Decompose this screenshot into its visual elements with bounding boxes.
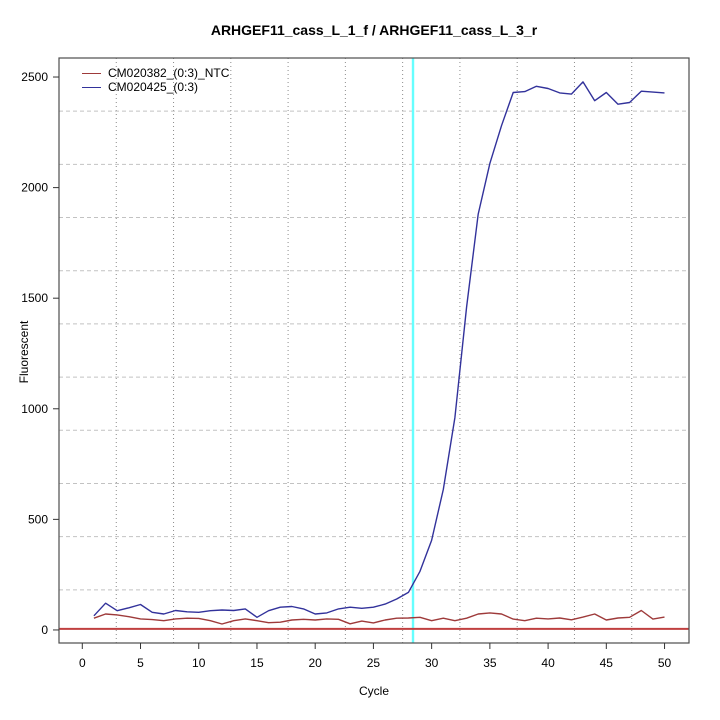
legend-line-swatch-ntc bbox=[82, 72, 101, 74]
y-tick-label: 2000 bbox=[21, 181, 48, 195]
x-tick-label: 20 bbox=[309, 656, 323, 670]
y-tick-label: 0 bbox=[41, 623, 48, 637]
x-tick-label: 25 bbox=[367, 656, 381, 670]
x-tick-label: 0 bbox=[79, 656, 86, 670]
plot-box bbox=[58, 57, 690, 644]
x-tick-label: 50 bbox=[658, 656, 672, 670]
x-tick-label: 5 bbox=[137, 656, 144, 670]
legend-label-sample: CM020425_(0:3) bbox=[108, 80, 199, 94]
y-tick-label: 500 bbox=[28, 512, 48, 526]
y-axis-label: Fluorescent bbox=[17, 320, 31, 384]
y-tick-label: 2500 bbox=[21, 70, 48, 84]
x-tick-label: 40 bbox=[541, 656, 555, 670]
x-tick-label: 30 bbox=[425, 656, 439, 670]
legend-item-sample: CM020425_(0:3) bbox=[82, 80, 229, 94]
legend-label-ntc: CM020382_(0:3)_NTC bbox=[108, 66, 230, 80]
x-tick-label: 35 bbox=[483, 656, 497, 670]
legend: CM020382_(0:3)_NTC CM020425_(0:3) bbox=[82, 66, 229, 94]
chart-title: ARHGEF11_cass_L_1_f / ARHGEF11_cass_L_3_… bbox=[210, 22, 538, 38]
x-tick-label: 45 bbox=[600, 656, 614, 670]
series-line-0 bbox=[93, 609, 665, 625]
series-line-1 bbox=[93, 81, 665, 618]
x-tick-label: 10 bbox=[192, 656, 206, 670]
y-tick-label: 1500 bbox=[21, 291, 48, 305]
x-tick-label: 15 bbox=[250, 656, 264, 670]
y-tick-label: 1000 bbox=[21, 402, 48, 416]
x-axis-label: Cycle bbox=[358, 684, 389, 698]
legend-line-swatch-sample bbox=[82, 86, 101, 88]
legend-item-ntc: CM020382_(0:3)_NTC bbox=[82, 66, 229, 80]
